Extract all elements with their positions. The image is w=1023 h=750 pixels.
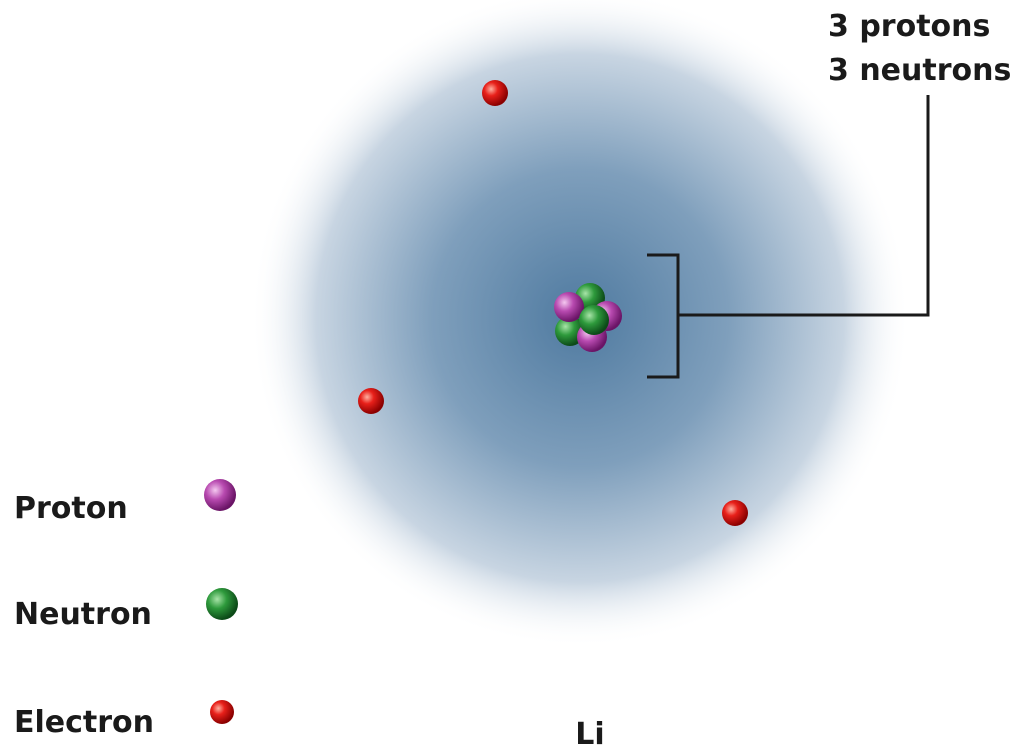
legend-swatch <box>210 700 234 724</box>
legend-label: Electron <box>14 705 154 740</box>
electron <box>722 500 748 526</box>
electron <box>482 80 508 106</box>
nucleus-label: 3 protons <box>828 9 990 44</box>
legend-swatch <box>206 588 238 620</box>
legend-swatch <box>204 479 236 511</box>
legend-label: Proton <box>14 491 128 526</box>
element-symbol: Li <box>575 717 604 750</box>
electron <box>358 388 384 414</box>
legend-label: Neutron <box>14 597 152 632</box>
atom-diagram: 3 protons 3 neutrons Proton Neutron Elec… <box>0 0 1023 750</box>
nucleus-label: 3 neutrons <box>828 53 1011 88</box>
